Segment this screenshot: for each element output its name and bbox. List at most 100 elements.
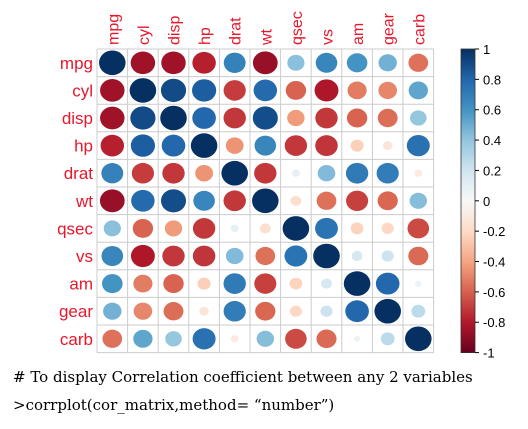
corr-circle-drat-drat	[221, 160, 248, 186]
corr-circle-qsec-mpg	[103, 220, 121, 237]
corr-circle-cyl-qsec	[285, 80, 307, 100]
column-label-mpg: mpg	[105, 14, 122, 45]
corr-circle-vs-gear	[381, 250, 394, 262]
column-label-drat: drat	[228, 17, 245, 45]
corr-circle-wt-disp	[160, 189, 187, 213]
corr-circle-am-gear	[375, 272, 400, 295]
corr-circle-mpg-am	[346, 53, 368, 73]
corr-circle-mpg-hp	[192, 51, 216, 74]
corr-circle-drat-mpg	[101, 163, 124, 184]
corr-circle-wt-wt	[252, 188, 279, 214]
corr-circle-wt-carb	[409, 192, 428, 209]
legend-tick-label: 0.4	[483, 133, 501, 148]
corr-circle-cyl-gear	[378, 81, 397, 100]
legend-tick-label: 0	[483, 194, 490, 209]
corr-circle-wt-qsec	[290, 195, 302, 206]
caption-comment: # To display Correlation coefficient bet…	[13, 368, 473, 386]
corr-circle-cyl-drat	[223, 80, 246, 101]
row-label-vs: vs	[76, 247, 93, 266]
corr-circle-drat-vs	[317, 165, 336, 182]
row-label-hp: hp	[74, 137, 93, 156]
corr-circle-gear-qsec	[289, 305, 302, 317]
row-label-disp: disp	[62, 109, 93, 128]
corr-circle-drat-gear	[376, 162, 399, 184]
legend-tick-label: -0.4	[483, 255, 505, 270]
corr-circle-hp-mpg	[100, 134, 125, 157]
corr-circle-carb-cyl	[133, 329, 153, 348]
corr-circle-qsec-gear	[381, 222, 394, 235]
corr-circle-hp-disp	[161, 134, 186, 157]
corr-circle-hp-hp	[190, 133, 218, 158]
corr-circle-disp-am	[346, 108, 368, 128]
corr-circle-mpg-mpg	[99, 50, 126, 76]
column-label-am: am	[350, 23, 367, 45]
corr-circle-gear-am	[345, 300, 369, 323]
legend-tick-label: -0.2	[483, 224, 505, 239]
corr-circle-wt-cyl	[131, 189, 155, 212]
column-label-gear: gear	[381, 12, 398, 45]
corr-circle-am-vs	[321, 278, 332, 289]
corr-circle-hp-vs	[315, 135, 338, 157]
corr-circle-qsec-am	[350, 222, 364, 235]
corr-circle-hp-cyl	[130, 134, 156, 157]
corr-circle-carb-am	[353, 335, 361, 342]
corr-circle-gear-cyl	[133, 302, 153, 320]
corr-circle-carb-carb	[405, 326, 432, 352]
corr-circle-vs-disp	[162, 245, 185, 267]
corr-circle-am-wt	[254, 273, 277, 294]
corr-circle-wt-mpg	[99, 189, 125, 213]
corr-circle-cyl-hp	[191, 79, 217, 102]
corr-circle-gear-hp	[199, 306, 209, 316]
corr-circle-am-hp	[197, 277, 211, 290]
corr-circle-drat-hp	[195, 164, 214, 182]
corr-circle-disp-qsec	[287, 109, 305, 127]
corr-circle-vs-cyl	[130, 244, 155, 268]
corr-circle-gear-disp	[163, 301, 184, 321]
column-label-hp: hp	[197, 27, 214, 45]
corr-circle-gear-mpg	[103, 302, 122, 320]
corr-circle-cyl-disp	[160, 78, 187, 103]
corr-circle-gear-drat	[223, 300, 246, 322]
corr-circle-vs-wt	[255, 246, 276, 266]
corr-circle-am-am	[343, 271, 371, 296]
corr-circle-am-carb	[415, 280, 422, 287]
corr-circle-carb-disp	[165, 331, 182, 347]
corr-circle-mpg-cyl	[130, 51, 156, 75]
corr-circle-cyl-mpg	[100, 79, 125, 102]
column-label-qsec: qsec	[289, 11, 306, 45]
corr-circle-am-disp	[163, 274, 184, 294]
corr-circle-gear-carb	[411, 304, 426, 318]
corr-circle-hp-carb	[406, 134, 430, 157]
corr-circle-wt-hp	[193, 190, 215, 211]
row-label-gear: gear	[59, 302, 93, 321]
corr-circle-hp-drat	[225, 137, 244, 154]
corr-circle-mpg-drat	[223, 52, 246, 73]
corr-circle-wt-vs	[316, 191, 337, 210]
corr-circle-hp-gear	[382, 141, 393, 151]
legend-tick-label: 0.8	[483, 72, 501, 87]
corr-circle-drat-qsec	[291, 169, 300, 177]
corr-circle-vs-mpg	[101, 246, 124, 266]
corr-circle-qsec-carb	[407, 218, 430, 239]
corr-circle-qsec-wt	[259, 223, 271, 234]
corr-circle-vs-carb	[408, 246, 429, 266]
corr-circle-mpg-vs	[315, 52, 338, 73]
corr-circle-disp-cyl	[130, 106, 156, 130]
legend-tick-label: -0.8	[483, 315, 505, 330]
corr-circle-mpg-qsec	[287, 54, 305, 71]
corr-circle-qsec-drat	[230, 224, 239, 233]
corr-circle-wt-gear	[377, 191, 398, 211]
corr-circle-hp-qsec	[284, 135, 308, 156]
corr-circle-drat-wt	[254, 162, 277, 184]
corr-circle-vs-am	[351, 250, 363, 262]
caption-code: >corrplot(cor_matrix,method= “number”)	[13, 396, 335, 414]
corr-circle-vs-vs	[313, 243, 340, 269]
legend-tick-label: -0.6	[483, 285, 505, 300]
corr-circle-mpg-wt	[252, 51, 278, 75]
corr-circle-am-cyl	[133, 274, 153, 293]
grid	[96, 48, 435, 354]
corr-circle-cyl-cyl	[129, 78, 157, 103]
row-label-carb: carb	[60, 330, 93, 349]
corr-circle-cyl-am	[347, 81, 367, 100]
corr-circle-gear-vs	[320, 305, 333, 317]
